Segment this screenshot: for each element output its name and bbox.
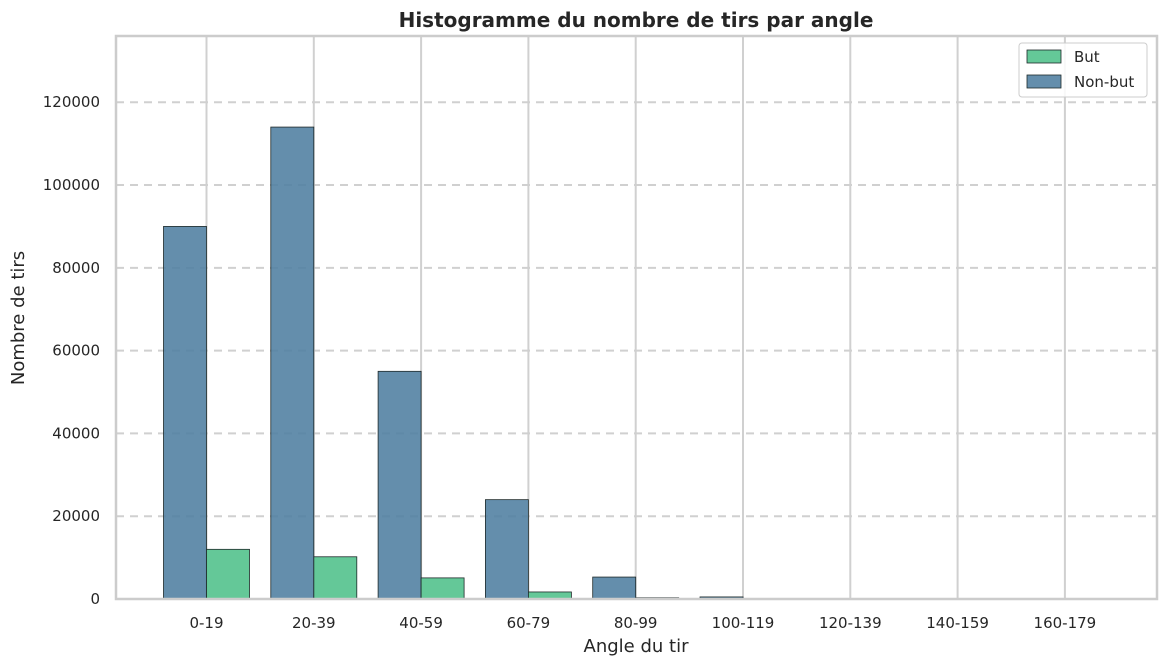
bar-non-but-60-79 [484,499,529,600]
x-tick-label: 40-59 [399,614,443,632]
bars [163,126,787,600]
y-axis-label: Nombre de tirs [8,251,29,385]
chart-title: Histogramme du nombre de tirs par angle [399,8,874,32]
y-tick-label: 60000 [52,342,100,360]
legend: But Non-but [1018,42,1148,98]
bar-but-0-19 [206,548,250,600]
bar-non-but-40-59 [377,370,422,600]
y-tick-label: 20000 [52,507,100,525]
x-tick-label: 20-39 [292,614,336,632]
plot-frame [114,34,1159,601]
y-tick-label: 80000 [52,259,100,277]
bar-non-but-80-99 [592,576,637,600]
x-tick-label: 80-99 [614,614,658,632]
y-tick-labels: 0 20000 40000 60000 80000 100000 120000 [43,93,100,608]
legend-swatch-but [1026,49,1062,64]
bar-but-20-39 [313,556,358,600]
legend-label-non-but: Non-but [1074,73,1134,91]
bar-non-but-0-19 [163,226,207,600]
x-tick-labels: 0-19 20-39 40-59 60-79 80-99 100-119 120-139 14… [189,614,1096,632]
x-tick-label: 60-79 [507,614,551,632]
x-tick-label: 160-179 [1034,614,1097,632]
y-tick-label: 100000 [43,176,100,194]
y-tick-label: 0 [90,590,100,608]
x-tick-label: 0-19 [189,614,223,632]
legend-label-but: But [1074,48,1100,66]
y-tick-label: 40000 [52,424,100,442]
x-axis-label: Angle du tir [584,636,690,657]
bar-non-but-20-39 [270,126,315,600]
x-tick-label: 140-159 [926,614,989,632]
y-tick-label: 120000 [43,93,100,111]
bar-but-40-59 [420,577,465,600]
legend-swatch-non-but [1026,74,1062,89]
x-tick-label: 100-119 [712,614,775,632]
x-tick-label: 120-139 [819,614,882,632]
